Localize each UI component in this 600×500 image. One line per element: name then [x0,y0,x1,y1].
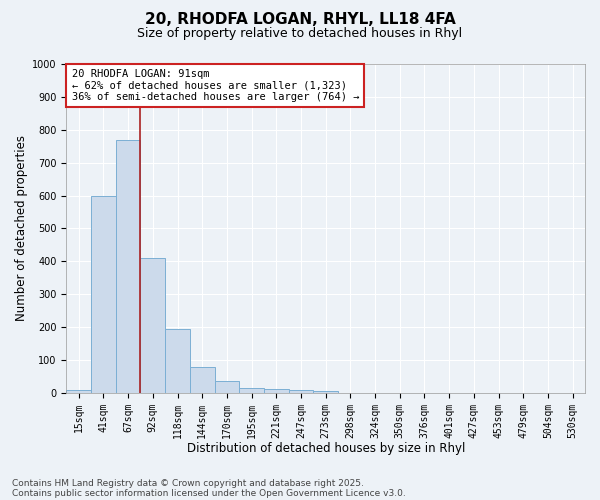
Bar [140,258,165,393]
Bar [165,328,190,393]
Text: Size of property relative to detached houses in Rhyl: Size of property relative to detached ho… [137,28,463,40]
Bar [289,390,313,393]
Bar [239,388,264,393]
X-axis label: Distribution of detached houses by size in Rhyl: Distribution of detached houses by size … [187,442,465,455]
Bar [215,382,239,393]
Bar [67,390,91,393]
Text: Contains public sector information licensed under the Open Government Licence v3: Contains public sector information licen… [12,488,406,498]
Text: 20 RHODFA LOGAN: 91sqm
← 62% of detached houses are smaller (1,323)
36% of semi-: 20 RHODFA LOGAN: 91sqm ← 62% of detached… [71,69,359,102]
Y-axis label: Number of detached properties: Number of detached properties [15,136,28,322]
Text: Contains HM Land Registry data © Crown copyright and database right 2025.: Contains HM Land Registry data © Crown c… [12,478,364,488]
Bar [190,367,215,393]
Bar [91,196,116,393]
Bar [264,389,289,393]
Text: 20, RHODFA LOGAN, RHYL, LL18 4FA: 20, RHODFA LOGAN, RHYL, LL18 4FA [145,12,455,28]
Bar [116,140,140,393]
Bar [313,391,338,393]
